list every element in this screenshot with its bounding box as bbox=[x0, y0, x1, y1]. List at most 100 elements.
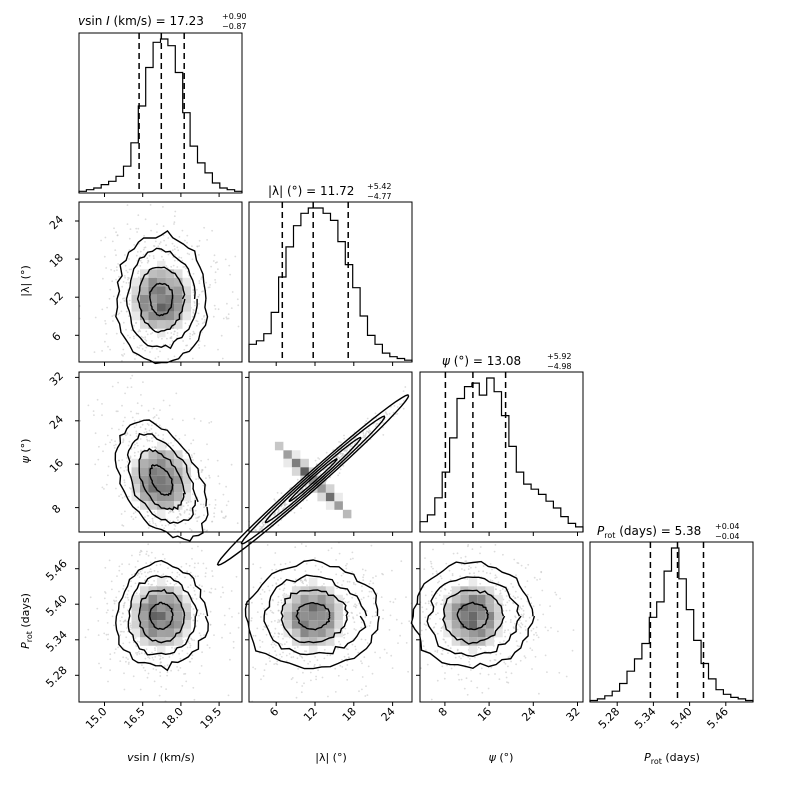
scatter-point bbox=[319, 664, 321, 666]
scatter-point bbox=[467, 545, 469, 548]
scatter-point bbox=[302, 582, 305, 585]
scatter-point bbox=[320, 571, 322, 573]
scatter-point bbox=[107, 609, 109, 612]
scatter-point bbox=[146, 550, 148, 553]
scatter-point bbox=[89, 596, 92, 599]
scatter-point bbox=[87, 628, 90, 631]
xlabel-psi: ψ (°) bbox=[489, 751, 514, 764]
scatter-point bbox=[444, 588, 447, 591]
density-cell bbox=[140, 450, 149, 459]
scatter-point bbox=[250, 619, 253, 622]
scatter-point bbox=[393, 405, 396, 407]
density-cell bbox=[165, 458, 174, 468]
density-cell bbox=[317, 620, 326, 629]
scatter-point bbox=[157, 434, 160, 437]
scatter-point bbox=[438, 594, 441, 597]
density-cell bbox=[148, 286, 157, 295]
density-cell bbox=[477, 637, 486, 646]
scatter-point bbox=[171, 418, 174, 421]
scatter-point bbox=[200, 459, 203, 462]
scatter-point bbox=[105, 267, 107, 269]
scatter-point bbox=[460, 563, 463, 566]
scatter-point bbox=[117, 263, 119, 265]
scatter-point bbox=[512, 595, 515, 598]
contour-line bbox=[244, 559, 380, 670]
scatter-point bbox=[124, 300, 126, 302]
scatter-point bbox=[502, 610, 505, 612]
scatter-point bbox=[146, 423, 149, 425]
title-psi-plus: +5.92 bbox=[547, 352, 572, 361]
scatter-point bbox=[362, 436, 365, 439]
contour-line bbox=[426, 576, 522, 658]
scatter-point bbox=[137, 272, 139, 275]
scatter-point bbox=[201, 322, 204, 325]
scatter-point bbox=[178, 438, 181, 440]
scatter-point bbox=[132, 518, 135, 520]
scatter-point bbox=[193, 698, 196, 701]
scatter-point bbox=[468, 565, 471, 568]
scatter-point bbox=[136, 435, 138, 437]
scatter-point bbox=[165, 577, 168, 579]
scatter-point bbox=[138, 650, 140, 653]
scatter-point bbox=[192, 311, 195, 313]
scatter-point bbox=[509, 621, 512, 623]
scatter-point bbox=[153, 511, 156, 513]
scatter-point bbox=[276, 621, 279, 624]
scatter-point bbox=[150, 428, 153, 430]
scatter-point bbox=[442, 543, 445, 545]
scatter-point bbox=[374, 412, 377, 415]
density-cell bbox=[157, 628, 166, 638]
scatter-point bbox=[186, 570, 189, 573]
scatter-point bbox=[559, 597, 561, 600]
scatter-point bbox=[197, 323, 200, 325]
scatter-point bbox=[174, 647, 177, 649]
scatter-point bbox=[474, 656, 476, 659]
scatter-point bbox=[162, 258, 165, 261]
scatter-point bbox=[189, 332, 192, 335]
scatter-point bbox=[147, 580, 150, 583]
scatter-point bbox=[348, 615, 350, 617]
scatter-point bbox=[186, 234, 189, 237]
scatter-point bbox=[354, 592, 357, 595]
scatter-point bbox=[471, 548, 474, 550]
scatter-point bbox=[436, 572, 438, 575]
scatter-point bbox=[254, 634, 257, 637]
scatter-point bbox=[458, 655, 461, 658]
ytick-label-prot: 5.46 bbox=[43, 557, 70, 584]
density-cell bbox=[451, 594, 461, 604]
scatter-point bbox=[494, 544, 497, 546]
scatter-point bbox=[137, 451, 140, 453]
density-cell bbox=[308, 577, 318, 587]
scatter-point bbox=[491, 580, 494, 582]
scatter-point bbox=[177, 669, 180, 672]
scatter-point bbox=[214, 279, 217, 281]
scatter-point bbox=[369, 622, 372, 625]
density-cell bbox=[325, 603, 335, 612]
scatter-point bbox=[144, 241, 146, 243]
scatter-point bbox=[269, 609, 272, 612]
scatter-point bbox=[304, 650, 306, 653]
scatter-point bbox=[192, 613, 195, 616]
scatter-point bbox=[213, 512, 216, 515]
scatter-point bbox=[278, 588, 281, 590]
scatter-point bbox=[367, 427, 370, 430]
scatter-point bbox=[259, 646, 262, 648]
scatter-point bbox=[151, 517, 154, 520]
density-cell bbox=[451, 637, 461, 646]
scatter-point bbox=[441, 599, 444, 602]
scatter-point bbox=[136, 444, 139, 447]
title-vsini-minus: −0.87 bbox=[222, 22, 247, 31]
scatter-point bbox=[158, 694, 161, 697]
density-cell bbox=[451, 620, 461, 629]
scatter-point bbox=[174, 525, 177, 527]
contour-line bbox=[115, 559, 209, 672]
scatter-point bbox=[371, 672, 374, 675]
scatter-point bbox=[144, 336, 147, 339]
scatter-point bbox=[115, 596, 118, 599]
scatter-point bbox=[298, 491, 301, 494]
scatter-point bbox=[148, 439, 151, 442]
scatter-point bbox=[166, 674, 169, 677]
scatter-point bbox=[271, 569, 273, 571]
scatter-point bbox=[279, 563, 282, 566]
scatter-point bbox=[147, 554, 150, 557]
